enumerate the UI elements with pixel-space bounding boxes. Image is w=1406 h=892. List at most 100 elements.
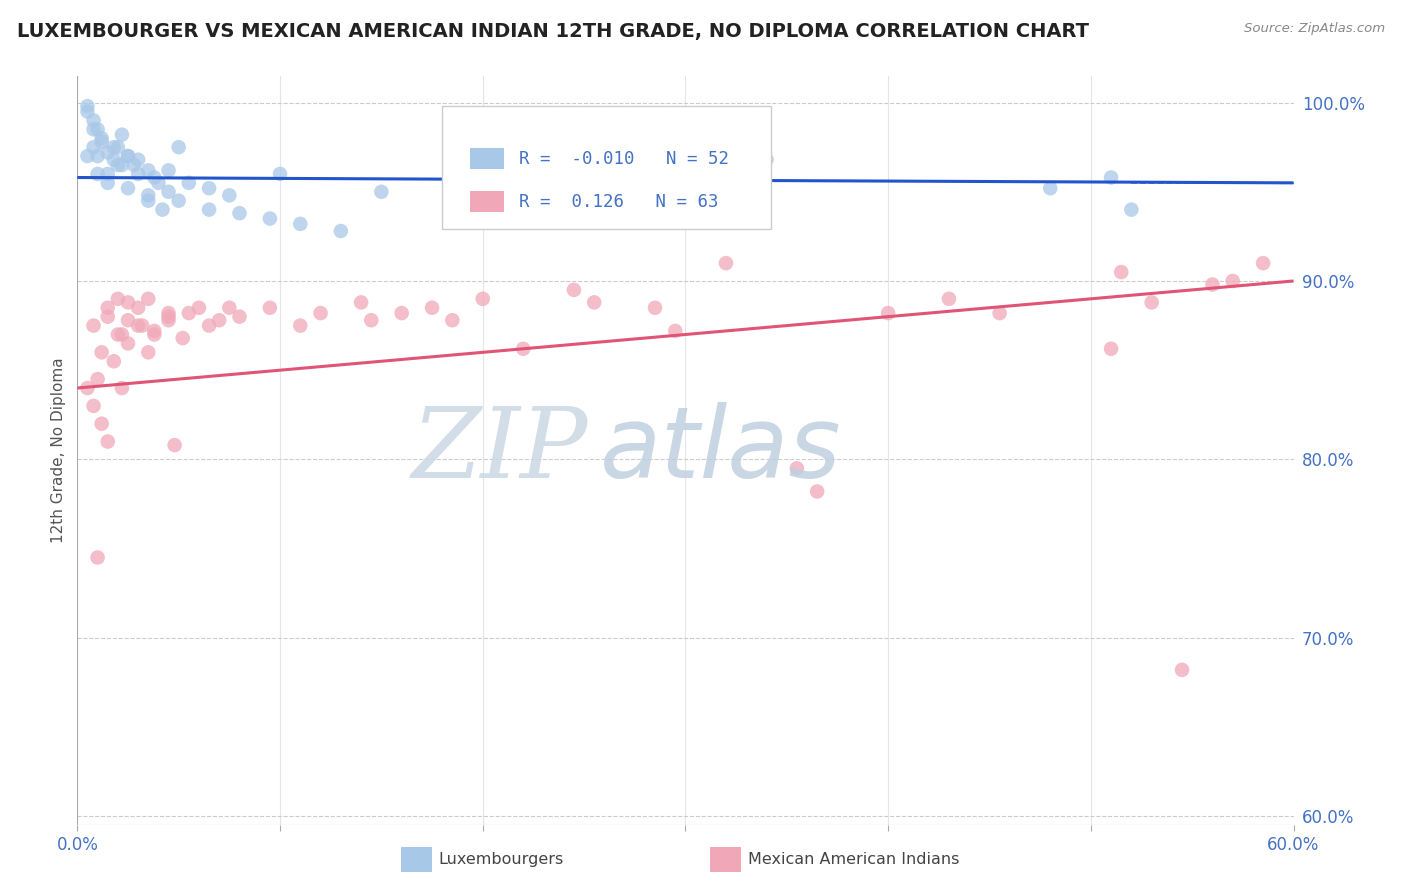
Point — [877, 306, 900, 320]
Point — [148, 176, 170, 190]
Point — [1171, 663, 1194, 677]
Point — [76, 104, 98, 119]
Point — [97, 145, 120, 160]
Point — [76, 149, 98, 163]
Point — [259, 301, 281, 315]
Point — [938, 292, 960, 306]
Point — [117, 149, 139, 163]
Point — [117, 336, 139, 351]
Point — [1099, 170, 1122, 185]
Point — [471, 181, 494, 195]
Point — [107, 327, 129, 342]
Point — [143, 170, 166, 185]
Point — [90, 131, 112, 145]
Point — [86, 167, 108, 181]
Point — [97, 176, 120, 190]
Text: LUXEMBOURGER VS MEXICAN AMERICAN INDIAN 12TH GRADE, NO DIPLOMA CORRELATION CHART: LUXEMBOURGER VS MEXICAN AMERICAN INDIAN … — [17, 22, 1088, 41]
Point — [107, 140, 129, 154]
Point — [111, 158, 134, 172]
Point — [786, 461, 808, 475]
Point — [391, 306, 413, 320]
Point — [664, 324, 686, 338]
Point — [117, 181, 139, 195]
Point — [103, 153, 125, 167]
Point — [86, 550, 108, 565]
Point — [117, 295, 139, 310]
Point — [1109, 265, 1132, 279]
Point — [218, 301, 240, 315]
Point — [309, 306, 332, 320]
Point — [172, 331, 194, 345]
Point — [157, 185, 180, 199]
Point — [143, 327, 166, 342]
Point — [583, 295, 606, 310]
Point — [1039, 181, 1062, 195]
Point — [136, 188, 159, 202]
Point — [86, 372, 108, 386]
Point — [512, 194, 534, 208]
FancyBboxPatch shape — [441, 106, 770, 229]
Point — [157, 163, 180, 178]
Point — [290, 217, 312, 231]
Point — [97, 167, 120, 181]
Point — [83, 113, 105, 128]
Point — [90, 345, 112, 359]
Point — [136, 292, 159, 306]
Point — [471, 292, 494, 306]
Point — [755, 153, 778, 167]
FancyBboxPatch shape — [470, 148, 505, 169]
Point — [107, 292, 129, 306]
Point — [441, 313, 464, 327]
Point — [1201, 277, 1223, 292]
Point — [83, 318, 105, 333]
Point — [127, 301, 149, 315]
Text: R =  -0.010   N = 52: R = -0.010 N = 52 — [519, 150, 728, 168]
Point — [188, 301, 211, 315]
Point — [1251, 256, 1274, 270]
Point — [1140, 295, 1163, 310]
Point — [136, 163, 159, 178]
Point — [90, 417, 112, 431]
Point — [167, 194, 190, 208]
Point — [329, 224, 352, 238]
Point — [76, 381, 98, 395]
Point — [131, 318, 153, 333]
Text: R =  0.126   N = 63: R = 0.126 N = 63 — [519, 193, 718, 211]
Point — [136, 194, 159, 208]
Point — [228, 206, 250, 220]
Text: Source: ZipAtlas.com: Source: ZipAtlas.com — [1244, 22, 1385, 36]
Point — [86, 149, 108, 163]
Point — [198, 181, 221, 195]
Point — [117, 149, 139, 163]
Point — [208, 313, 231, 327]
Point — [1222, 274, 1244, 288]
Text: Mexican American Indians: Mexican American Indians — [748, 853, 959, 867]
Point — [644, 301, 666, 315]
Point — [157, 310, 180, 324]
Point — [198, 202, 221, 217]
Point — [97, 301, 120, 315]
Text: atlas: atlas — [600, 402, 842, 499]
Point — [1121, 202, 1143, 217]
Point — [350, 295, 373, 310]
Point — [420, 301, 443, 315]
Point — [198, 318, 221, 333]
Point — [103, 354, 125, 368]
Point — [163, 438, 186, 452]
Point — [259, 211, 281, 226]
Point — [117, 313, 139, 327]
Point — [370, 185, 392, 199]
Point — [107, 158, 129, 172]
Point — [562, 283, 585, 297]
Point — [228, 310, 250, 324]
Point — [269, 167, 291, 181]
Point — [122, 158, 145, 172]
Y-axis label: 12th Grade, No Diploma: 12th Grade, No Diploma — [51, 358, 66, 543]
Point — [90, 135, 112, 149]
Point — [988, 306, 1011, 320]
Point — [83, 122, 105, 136]
Point — [806, 484, 828, 499]
Point — [290, 318, 312, 333]
Point — [167, 140, 190, 154]
Point — [127, 167, 149, 181]
